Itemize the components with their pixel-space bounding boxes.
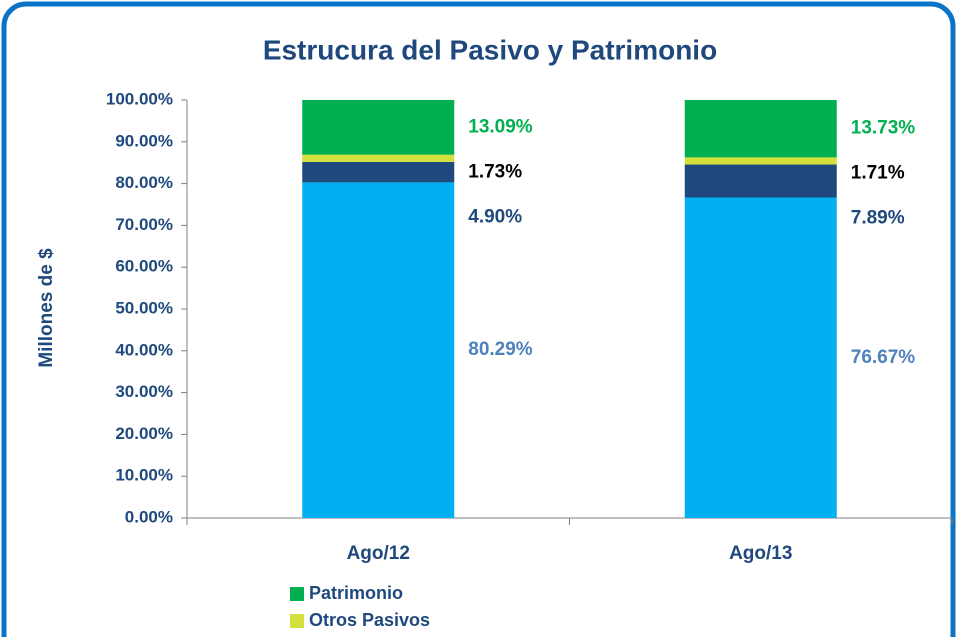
x-tick-label: Ago/12 (347, 543, 410, 564)
y-tick-label: 50.00% (115, 298, 173, 317)
data-label: 76.67% (851, 347, 916, 368)
data-label: 13.73% (851, 118, 916, 139)
bar-segment (684, 164, 837, 198)
x-tick-label: Ago/13 (729, 543, 792, 564)
y-tick-label: 10.00% (115, 466, 173, 485)
y-tick-label: 0.00% (125, 507, 173, 526)
bar-segment (684, 100, 837, 158)
bar-segment (302, 161, 455, 183)
y-tick-label: 40.00% (115, 340, 173, 359)
y-tick-label: 90.00% (115, 131, 173, 150)
data-label: 7.89% (851, 208, 905, 229)
y-tick-label: 70.00% (115, 215, 173, 234)
chart-title: Estrucura del Pasivo y Patrimonio (263, 34, 717, 65)
y-tick-label: 80.00% (115, 173, 173, 192)
legend-swatch (290, 614, 304, 628)
data-label: 1.71% (851, 163, 905, 184)
y-tick-label: 100.00% (106, 89, 173, 108)
data-label: 4.90% (468, 206, 522, 227)
y-tick-label: 60.00% (115, 257, 173, 276)
bar-segment (302, 182, 455, 518)
data-label: 1.73% (468, 161, 522, 182)
y-axis-label: Millones de $ (36, 248, 57, 368)
legend-label: Patrimonio (309, 583, 403, 603)
bar-segment (302, 154, 455, 162)
data-label: 13.09% (468, 116, 533, 137)
legend-swatch (290, 587, 304, 601)
data-label: 80.29% (468, 339, 533, 360)
y-tick-label: 20.00% (115, 424, 173, 443)
bar-segment (302, 99, 455, 155)
legend-label: Otros Pasivos (309, 610, 430, 630)
y-tick-label: 30.00% (115, 382, 173, 401)
bar-segment (684, 197, 837, 518)
bar-segment (684, 157, 837, 165)
